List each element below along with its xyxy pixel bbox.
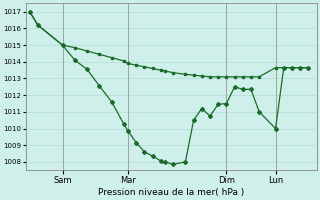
X-axis label: Pression niveau de la mer( hPa ): Pression niveau de la mer( hPa ) — [98, 188, 244, 197]
